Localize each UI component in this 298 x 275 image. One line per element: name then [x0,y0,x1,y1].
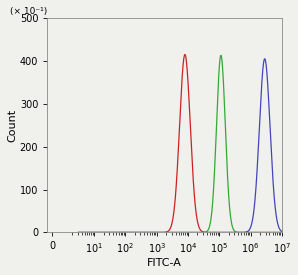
Y-axis label: Count: Count [7,109,17,142]
Text: (× 10⁻¹): (× 10⁻¹) [10,7,47,16]
X-axis label: FITC-A: FITC-A [147,258,182,268]
